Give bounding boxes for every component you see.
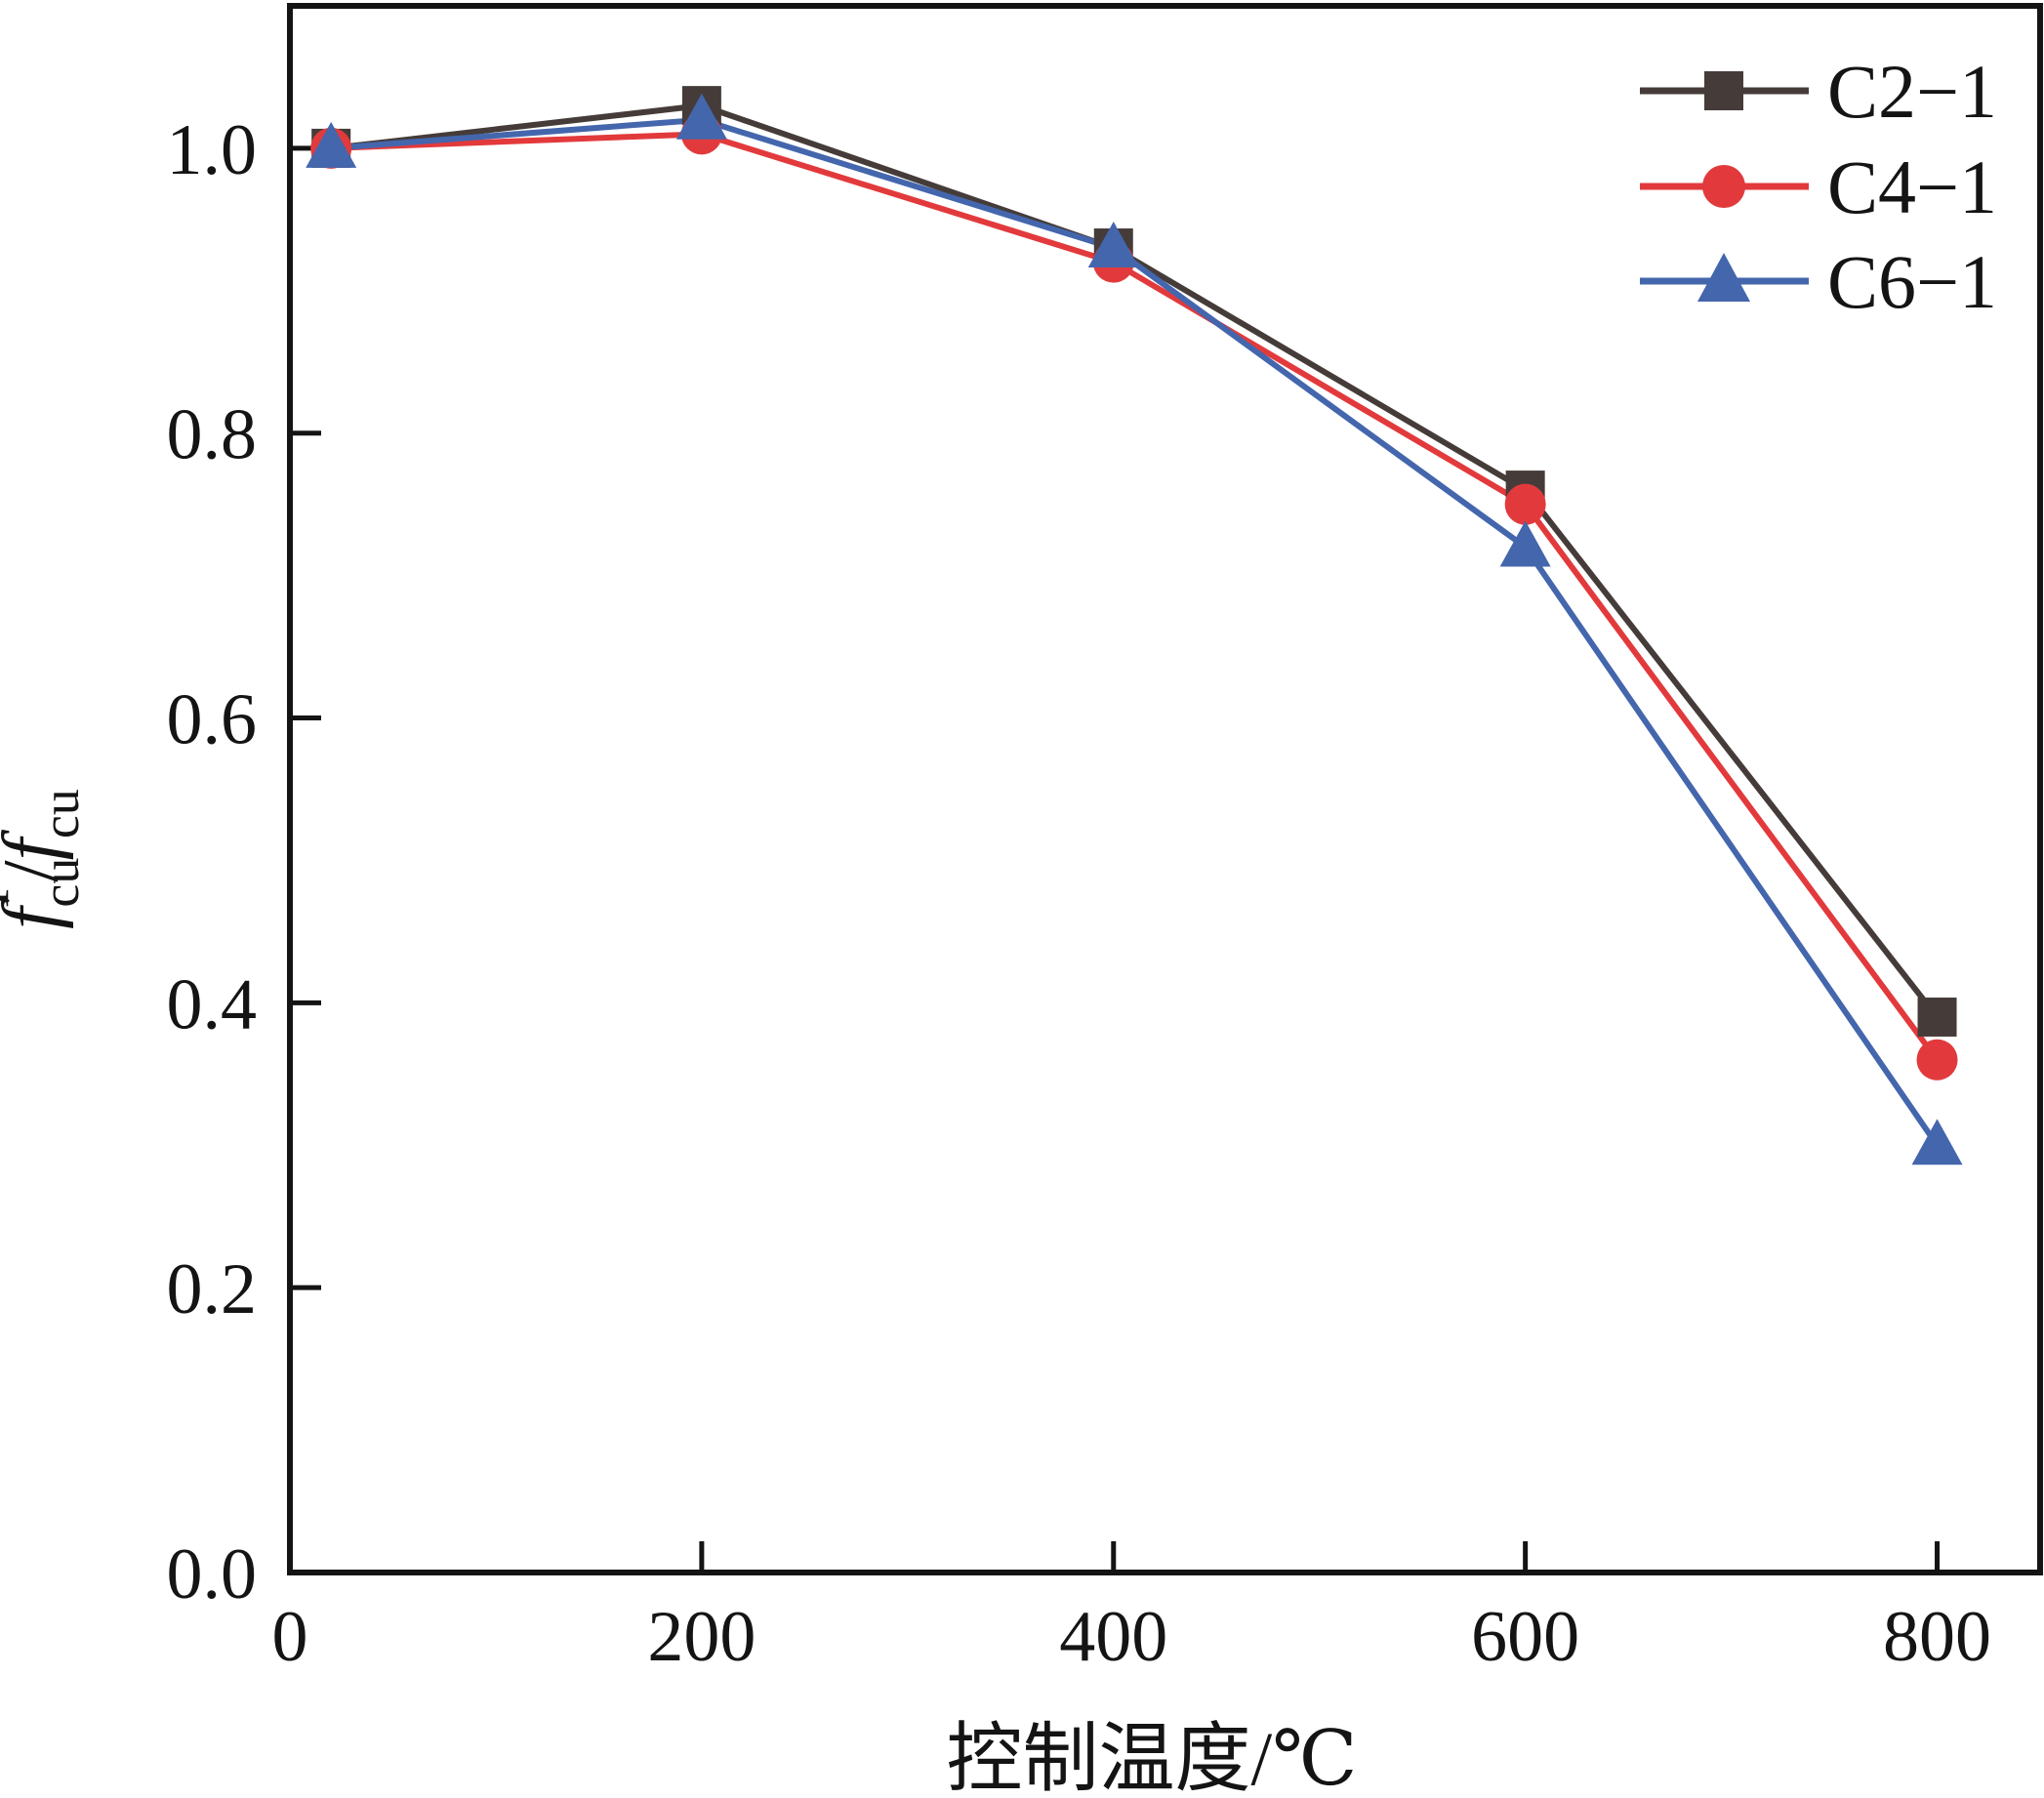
plot-content: 0 200 400 600 800 0.0 0.2 0.4 0.6 0.8 1.0	[167, 86, 1991, 1677]
x-tick-label: 600	[1471, 1597, 1579, 1677]
y-tick-label: 0.6	[167, 680, 258, 760]
circle-marker-icon	[1504, 483, 1546, 525]
y-tick-label: 0.2	[167, 1249, 258, 1329]
x-tick-label: 400	[1059, 1597, 1167, 1677]
circle-marker-icon	[1702, 165, 1745, 208]
legend-item-c6-1: C6−1	[1640, 239, 1997, 324]
y-tick-label: 0.0	[167, 1534, 258, 1614]
y-tick-label: 0.8	[167, 395, 258, 475]
triangle-marker-icon	[1087, 222, 1139, 268]
triangle-marker-icon	[675, 93, 727, 140]
plot-frame	[287, 3, 2043, 1575]
circle-marker-icon	[1916, 1039, 1958, 1081]
triangle-marker-icon	[306, 121, 357, 168]
y-tick-label: 1.0	[167, 110, 258, 190]
series-line-C2-1	[330, 102, 1940, 1019]
triangle-marker-icon	[1499, 520, 1551, 567]
x-tick-label: 0	[272, 1597, 308, 1677]
x-tick-label: 200	[647, 1597, 756, 1677]
square-marker-icon	[1704, 71, 1743, 110]
y-tick-label: 0.4	[167, 964, 258, 1044]
legend-item-c2-1: C2−1	[1640, 49, 1997, 134]
legend-label: C2−1	[1827, 49, 1997, 134]
legend-label: C6−1	[1827, 239, 1997, 324]
series-line-C4-1	[331, 131, 1940, 1062]
y-axis-label: fcuT/fcu	[0, 789, 90, 929]
triangle-marker-icon	[1697, 253, 1750, 302]
triangle-marker-icon	[1911, 1119, 1963, 1165]
legend: C2−1 C4−1 C6−1	[1640, 49, 1997, 324]
x-tick-label: 800	[1883, 1597, 1991, 1677]
square-marker-icon	[1917, 997, 1957, 1037]
x-axis-label: 控制温度/℃	[947, 1716, 1358, 1798]
legend-label: C4−1	[1827, 144, 1997, 229]
legend-item-c4-1: C4−1	[1640, 144, 1997, 229]
